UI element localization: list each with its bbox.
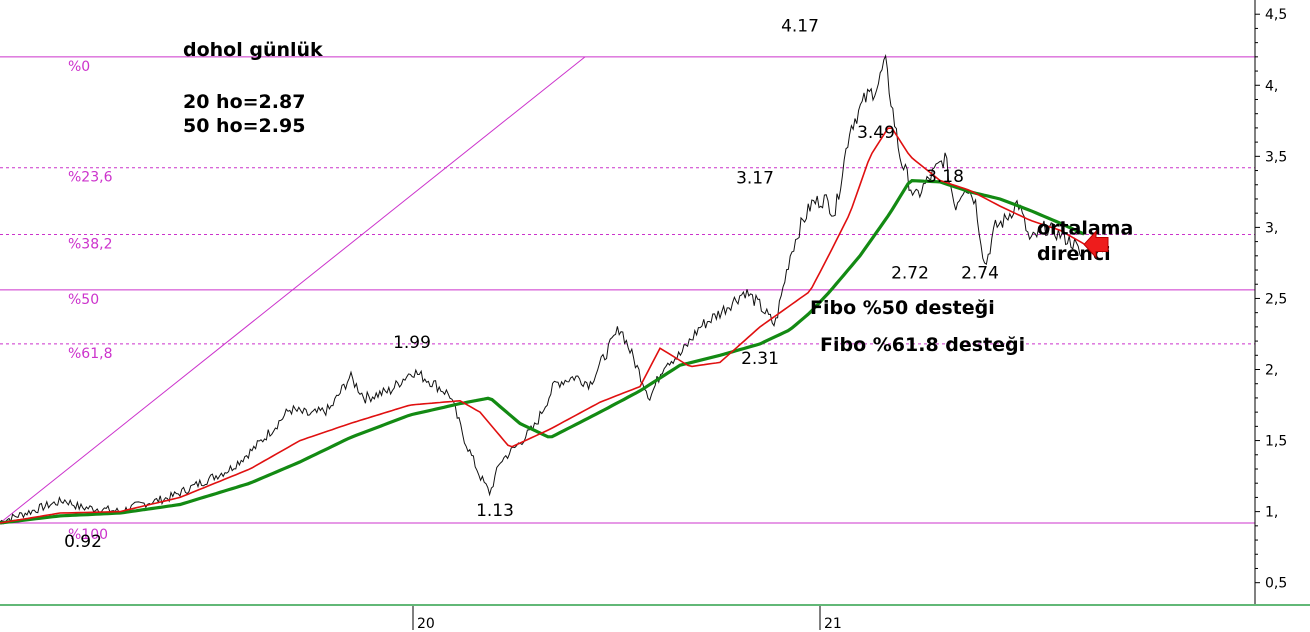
annotation-9: 0.92 bbox=[64, 532, 102, 552]
x-tick-label-1: 21 bbox=[824, 616, 842, 632]
y-tick-label-5: 3, bbox=[1265, 220, 1278, 236]
annotation-12: ortalama bbox=[1037, 217, 1133, 239]
y-tick-label-7: 4, bbox=[1265, 78, 1278, 94]
ma20-line bbox=[0, 127, 1085, 524]
annotations: 4.17 3.49 3.18 3.17 2.72 2.74 2.31 1.99 1.13 0.92… bbox=[64, 16, 1133, 552]
x-tick-label-0: 20 bbox=[417, 616, 435, 632]
annotation-2: 3.18 bbox=[926, 167, 964, 187]
ma50-line bbox=[0, 178, 1085, 525]
annotation-10: Fibo %50 desteği bbox=[810, 297, 995, 319]
fib-diagonal-line bbox=[0, 56, 586, 524]
fib-label-2: %38,2 bbox=[68, 236, 112, 252]
y-tick-label-0: 0,5 bbox=[1265, 576, 1287, 592]
price-line bbox=[0, 53, 1084, 525]
fib-label-4: %61,8 bbox=[68, 346, 112, 362]
fib-label-1: %23,6 bbox=[68, 170, 113, 186]
annotation-5: 2.74 bbox=[961, 264, 999, 284]
chart-title: dohol günlük bbox=[183, 39, 323, 61]
annotation-7: 1.99 bbox=[393, 333, 431, 353]
ma50-label: 50 ho=2.95 bbox=[183, 115, 305, 137]
annotation-1: 3.49 bbox=[857, 123, 895, 143]
annotation-0: 4.17 bbox=[781, 16, 819, 36]
y-tick-label-2: 1,5 bbox=[1265, 434, 1287, 450]
fib-label-0: %0 bbox=[68, 59, 90, 75]
ma20-label: 20 ho=2.87 bbox=[183, 91, 305, 113]
y-tick-label-4: 2,5 bbox=[1265, 291, 1287, 307]
y-tick-label-6: 3,5 bbox=[1265, 149, 1287, 165]
annotation-6: 2.31 bbox=[741, 349, 779, 369]
fib-label-5: %100 bbox=[68, 527, 108, 543]
annotation-4: 2.72 bbox=[891, 264, 929, 284]
annotation-3: 3.17 bbox=[736, 168, 774, 188]
annotation-11: Fibo %61.8 desteği bbox=[820, 334, 1025, 356]
series-layer bbox=[0, 53, 1085, 525]
y-tick-label-8: 4,5 bbox=[1265, 7, 1287, 23]
red-arrow-icon bbox=[1083, 230, 1109, 259]
fibonacci-levels: %0 %23,6 %38,2 %50 %61,8 %100 bbox=[0, 56, 1255, 543]
fib-label-3: %50 bbox=[68, 292, 99, 308]
y-tick-label-1: 1, bbox=[1265, 505, 1278, 521]
y-tick-label-3: 2, bbox=[1265, 363, 1278, 379]
annotation-8: 1.13 bbox=[476, 501, 514, 521]
